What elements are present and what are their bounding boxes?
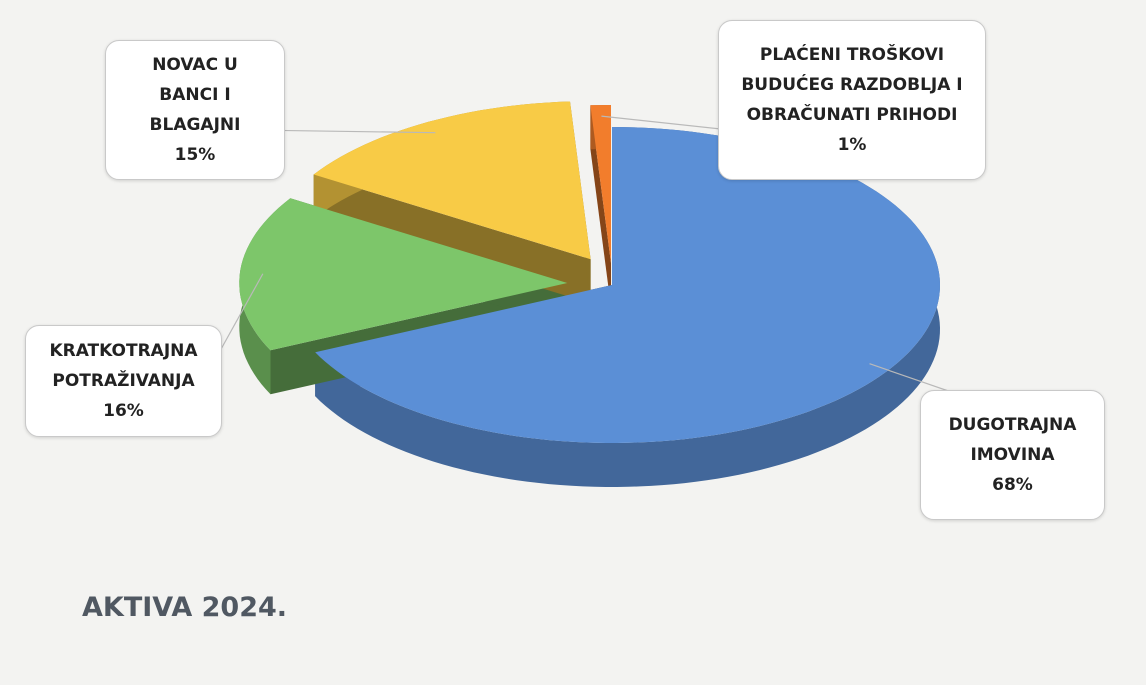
slice-side bbox=[590, 105, 611, 307]
leader-line bbox=[601, 115, 731, 131]
label-value: 15% bbox=[174, 145, 216, 165]
label-name: PLAĆENI TROŠKOVI BUDUĆEG RAZDOBLJA I OBR… bbox=[741, 45, 963, 125]
chart-title: AKTIVA 2024. bbox=[82, 592, 288, 623]
slice bbox=[315, 127, 940, 443]
slice bbox=[239, 198, 568, 351]
label-value: 1% bbox=[837, 135, 867, 155]
leader-line bbox=[214, 273, 264, 361]
label-name: NOVAC U BANCI I BLAGAJNI bbox=[149, 55, 241, 135]
slice bbox=[313, 101, 591, 260]
data-label: DUGOTRAJNA IMOVINA 68% bbox=[920, 390, 1105, 520]
leader-line bbox=[869, 363, 961, 396]
data-label: KRATKOTRAJNA POTRAŽIVANJA 16% bbox=[25, 325, 222, 437]
slice bbox=[590, 105, 611, 263]
data-label: PLAĆENI TROŠKOVI BUDUĆEG RAZDOBLJA I OBR… bbox=[718, 20, 986, 180]
label-name: KRATKOTRAJNA POTRAŽIVANJA bbox=[49, 341, 198, 391]
label-value: 16% bbox=[103, 401, 144, 421]
label-value: 68% bbox=[992, 475, 1033, 495]
data-label: NOVAC U BANCI I BLAGAJNI 15% bbox=[105, 40, 285, 180]
label-name: DUGOTRAJNA IMOVINA bbox=[948, 415, 1077, 465]
